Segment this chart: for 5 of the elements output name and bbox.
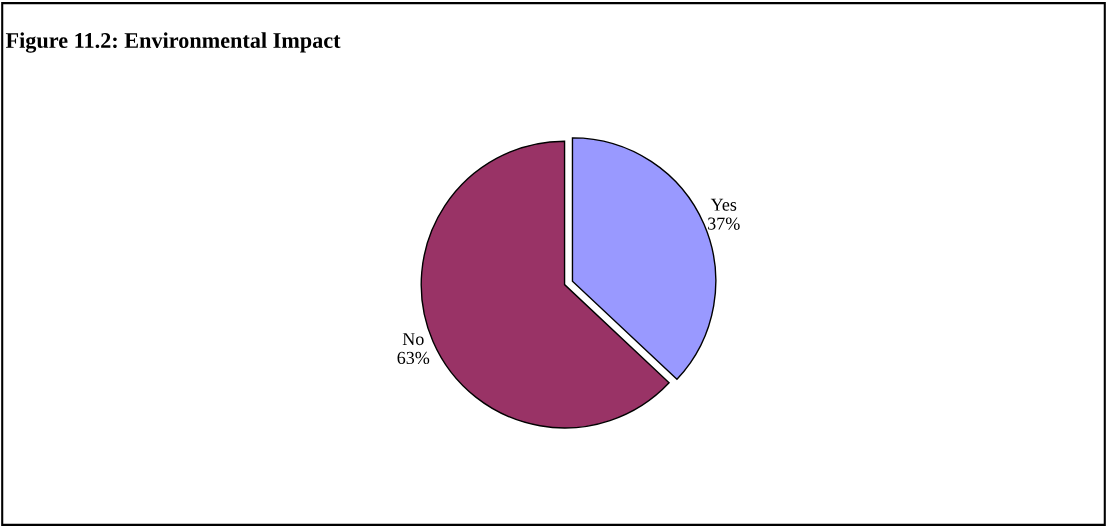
data-label: 63% xyxy=(397,351,430,365)
slice-label: Yes xyxy=(710,198,737,211)
data-label: 37% xyxy=(708,217,740,230)
slice-label: No xyxy=(402,333,424,346)
text: Figure 11.2: Environmental Impact xyxy=(5,32,341,53)
